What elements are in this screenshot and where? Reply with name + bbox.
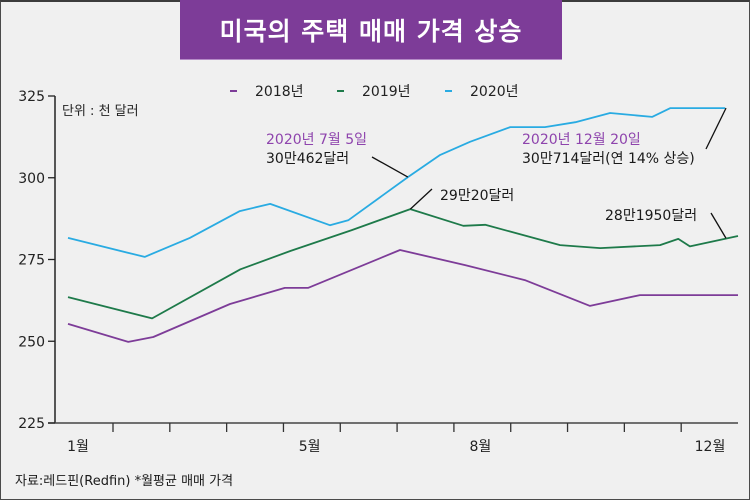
annotation-date: 2020년 12월 20일	[522, 132, 641, 148]
legend: 2018년 2019년 2020년	[230, 84, 519, 100]
annotation-value: 29만20달러	[440, 188, 514, 204]
annotation-date: 2020년 7월 5일	[266, 132, 367, 148]
y-tick-label: 225	[18, 416, 45, 432]
legend-label: 2018년	[255, 84, 304, 100]
annotation-leader	[705, 107, 727, 150]
series-layer	[67, 107, 739, 343]
chart-title: 미국의 주택 매매 가격 상승	[180, 0, 562, 60]
x-tick-label: 1월	[67, 439, 89, 455]
series-line-2019	[67, 208, 739, 320]
unit-label: 단위 : 천 달러	[62, 104, 139, 119]
x-tick-label: 5월	[299, 439, 321, 455]
annotation-leader	[409, 188, 433, 210]
annotation-leader	[710, 212, 727, 239]
y-tick-label: 250	[18, 334, 45, 350]
y-tick-label: 275	[18, 253, 45, 269]
legend-label: 2019년	[362, 84, 411, 100]
legend-label: 2020년	[470, 84, 519, 100]
x-tick-label: 8월	[469, 439, 491, 455]
annotation-value: 30만714달러(연 14% 상승)	[522, 151, 695, 167]
x-tick-label: 12월	[695, 439, 726, 455]
source-note: 자료:레드핀(Redfin) *월평균 매매 가격	[15, 474, 234, 489]
series-line-2020	[67, 107, 726, 258]
series-line-2018	[67, 249, 738, 343]
y-tick-label: 325	[18, 89, 45, 105]
annotations: 2020년 7월 5일 30만462달러 29만20달러 2020년 12월 20일 3…	[266, 107, 727, 239]
annotation-value: 28만1950달러	[605, 208, 697, 224]
annotation-value: 30만462달러	[266, 151, 349, 167]
y-tick-label: 300	[18, 171, 45, 187]
axes: 225 250 275 300 325 1월 5월 8월 12월	[18, 89, 738, 455]
annotation-leader	[371, 156, 409, 178]
